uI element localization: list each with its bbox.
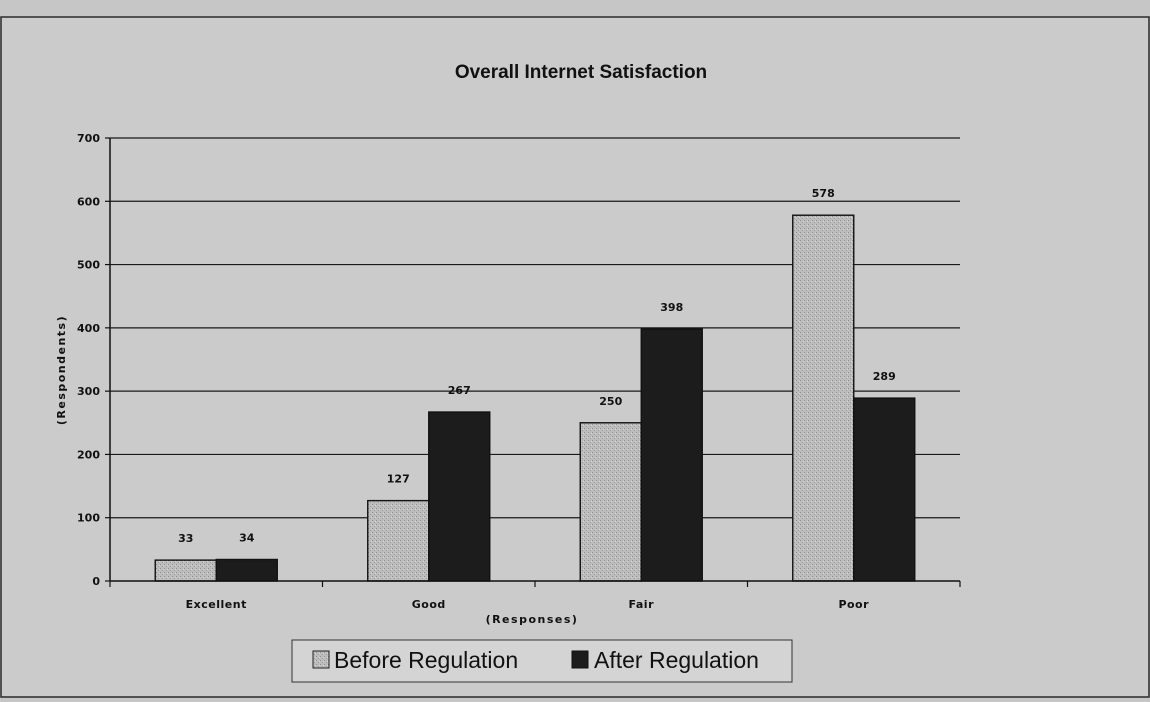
data-label: 127 [387, 473, 410, 486]
data-label: 578 [812, 187, 835, 200]
legend-swatch-before [312, 650, 330, 669]
bar-marks [154, 214, 916, 582]
legend-label-before: Before Regulation [334, 647, 518, 673]
data-labels: 33 34 127 267 250 398 578 289 [178, 187, 896, 545]
data-label: 33 [178, 532, 193, 545]
y-tick-label: 200 [77, 448, 100, 461]
legend-box [291, 639, 793, 683]
x-tick-label: Excellent [186, 598, 247, 611]
bar-before-regulation [367, 499, 430, 582]
x-axis-label: (Responses) [486, 613, 579, 626]
data-label: 34 [239, 531, 255, 544]
x-tick-label: Poor [838, 598, 869, 611]
y-axis-label: (Respondents) [55, 315, 68, 425]
data-label: 289 [873, 370, 896, 383]
y-tick-label: 500 [77, 259, 100, 272]
data-label: 398 [660, 301, 683, 314]
bar-after-regulation [428, 411, 491, 582]
chart-frame [0, 16, 1150, 698]
y-tick-label: 700 [77, 132, 100, 145]
data-label: 250 [599, 395, 622, 408]
gridlines [110, 137, 960, 519]
y-tick-label: 100 [77, 512, 100, 525]
legend-swatch-after [571, 650, 589, 669]
bar-after-regulation [640, 328, 703, 582]
bar-before-regulation [154, 559, 217, 582]
y-tick-label: 300 [77, 385, 100, 398]
bar-before-regulation [792, 214, 855, 582]
y-tick-label: 600 [77, 195, 100, 208]
data-label: 267 [448, 384, 471, 397]
legend-label-after: After Regulation [594, 647, 759, 673]
x-axis-categories: Excellent Good Fair Poor [109, 581, 961, 611]
y-axis-ticks: 0 100 200 300 400 500 600 700 [77, 132, 110, 588]
bar-after-regulation [215, 558, 278, 582]
x-tick-label: Good [412, 598, 446, 611]
y-tick-label: 400 [77, 322, 100, 335]
bar-after-regulation [853, 397, 916, 582]
legend: Before Regulation After Regulation [291, 639, 793, 683]
x-tick-label: Fair [629, 598, 655, 611]
chart-title: Overall Internet Satisfaction [455, 62, 707, 83]
y-tick-label: 0 [92, 575, 100, 588]
bar-before-regulation [579, 422, 642, 582]
